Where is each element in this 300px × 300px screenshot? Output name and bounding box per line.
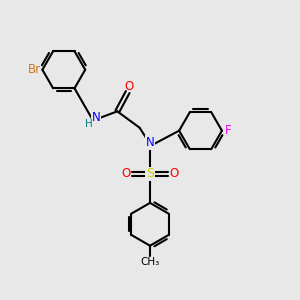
Text: N: N	[92, 111, 100, 124]
Text: O: O	[121, 167, 130, 180]
Text: F: F	[225, 124, 232, 137]
Text: N: N	[146, 136, 154, 149]
Text: O: O	[124, 80, 134, 93]
Text: O: O	[170, 167, 179, 180]
Text: H: H	[85, 119, 93, 129]
Text: CH₃: CH₃	[140, 257, 160, 267]
Text: Br: Br	[28, 63, 40, 76]
Text: S: S	[146, 167, 154, 180]
